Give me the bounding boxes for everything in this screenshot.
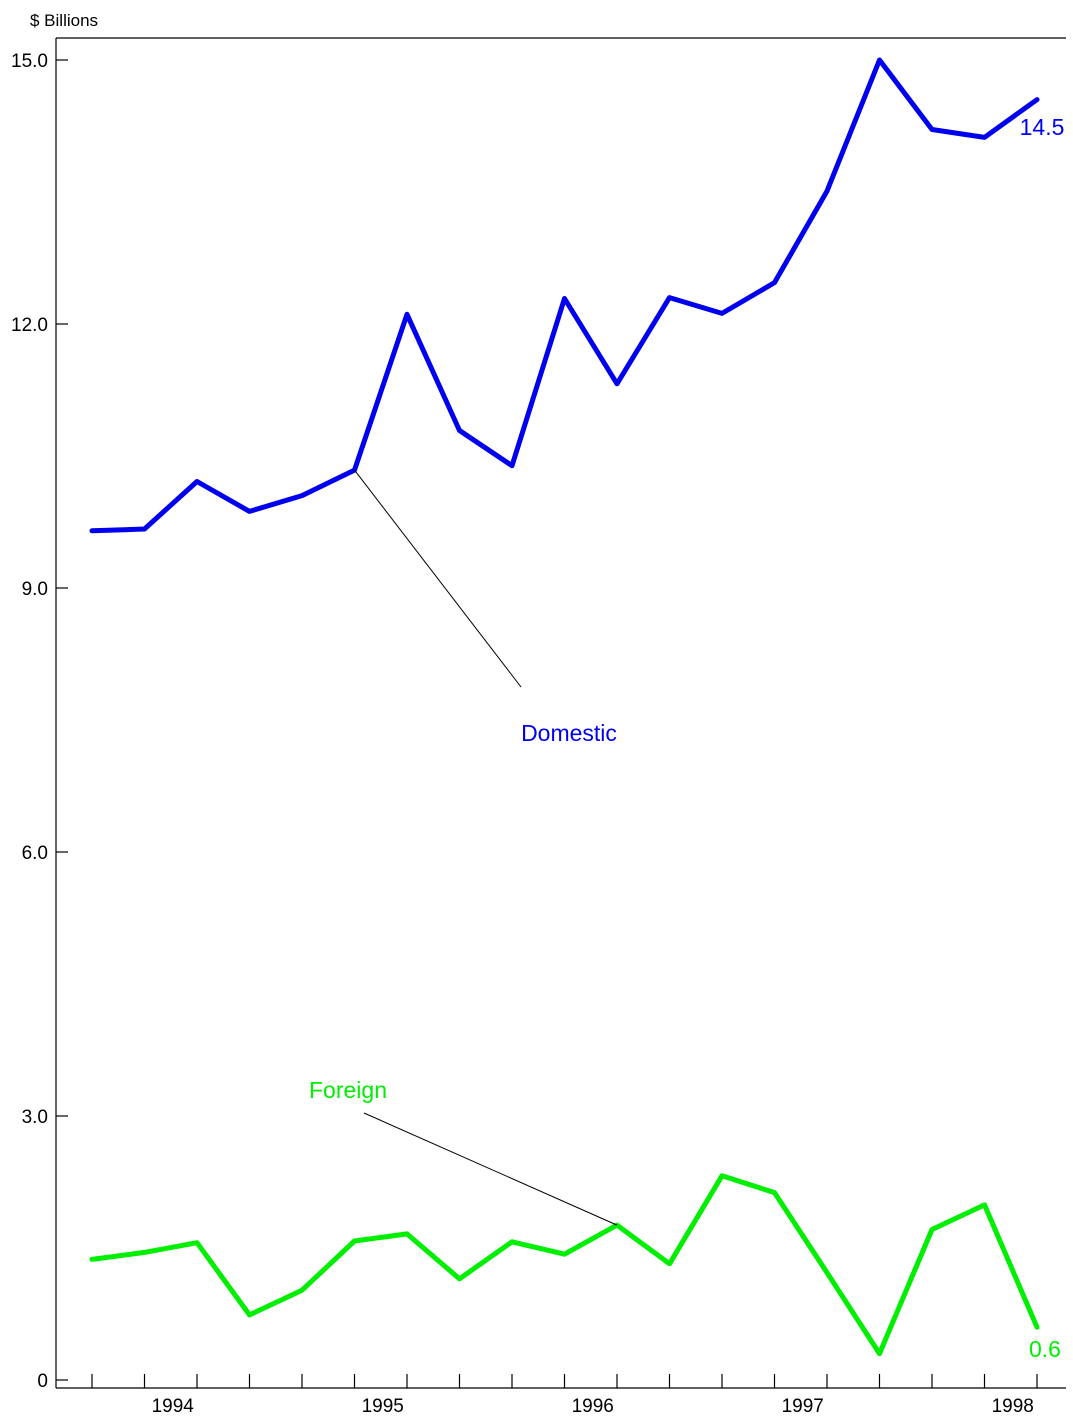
data-point-foreign [877, 1351, 882, 1356]
data-point-domestic [247, 509, 252, 514]
data-point-foreign [929, 1227, 935, 1232]
data-point-foreign [457, 1276, 462, 1282]
data-point-foreign [824, 1270, 830, 1275]
data-point-domestic [194, 479, 200, 484]
data-point-domestic [667, 295, 672, 300]
y-tick-label: 3.0 [22, 1107, 48, 1128]
data-point-foreign [562, 1251, 567, 1257]
data-point-domestic [142, 526, 147, 532]
y-tick-label: 0 [37, 1371, 48, 1392]
series-line-foreign [89, 1173, 1040, 1357]
data-point-domestic [614, 381, 620, 387]
data-point-foreign [719, 1173, 725, 1179]
x-tick-label: 1997 [782, 1396, 824, 1417]
leader-line-domestic [354, 469, 522, 688]
data-point-domestic [404, 312, 410, 317]
data-point-domestic [982, 135, 987, 140]
y-tick-label: 15.0 [11, 51, 48, 72]
y-tick-label: 9.0 [22, 579, 48, 600]
y-axis-label: $ Billions [30, 11, 98, 30]
data-point-domestic [719, 311, 725, 316]
data-point-domestic [89, 528, 95, 533]
data-point-foreign [194, 1240, 200, 1245]
y-tick-label: 12.0 [11, 315, 48, 336]
data-point-foreign [772, 1190, 777, 1195]
data-point-domestic [457, 428, 462, 433]
x-tick-label: 1994 [152, 1396, 195, 1417]
end-value-label-domestic: 14.5 [1020, 114, 1065, 140]
data-point-foreign [509, 1239, 515, 1245]
series-label-foreign: Foreign [309, 1077, 387, 1103]
y-tick-label: 6.0 [22, 843, 48, 864]
series-line-domestic [89, 57, 1040, 534]
end-value-label-foreign: 0.6 [1029, 1336, 1061, 1362]
data-point-foreign [352, 1238, 357, 1244]
x-tick-label: 1995 [362, 1396, 404, 1417]
x-tick-label: 1996 [572, 1396, 614, 1417]
data-point-domestic [509, 463, 515, 468]
data-point-domestic [299, 493, 305, 498]
data-point-foreign [667, 1261, 672, 1267]
leader-line-foreign [363, 1112, 618, 1226]
data-point-domestic [772, 280, 777, 285]
data-point-domestic [562, 296, 567, 301]
data-point-foreign [142, 1250, 147, 1255]
data-point-foreign [404, 1231, 410, 1237]
data-point-domestic [824, 188, 830, 194]
x-tick-label: 1998 [992, 1396, 1034, 1417]
data-point-foreign [89, 1257, 95, 1262]
data-point-foreign [299, 1288, 305, 1293]
data-point-domestic [877, 57, 882, 63]
data-point-domestic [929, 127, 935, 132]
data-point-domestic [1034, 97, 1040, 102]
data-point-foreign [614, 1222, 620, 1228]
data-point-foreign [1034, 1325, 1040, 1330]
data-point-foreign [247, 1312, 252, 1318]
series-label-domestic: Domestic [521, 720, 617, 746]
data-point-foreign [982, 1202, 987, 1208]
